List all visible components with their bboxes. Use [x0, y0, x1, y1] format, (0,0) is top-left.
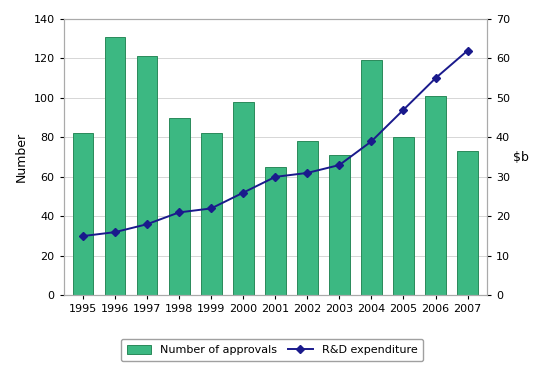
Bar: [297, 141, 318, 295]
Bar: [361, 60, 382, 295]
Bar: [169, 118, 189, 295]
Bar: [329, 155, 350, 295]
Legend: Number of approvals, R&D expenditure: Number of approvals, R&D expenditure: [121, 339, 423, 361]
Bar: [104, 37, 126, 295]
Y-axis label: $b: $b: [513, 151, 529, 164]
Bar: [72, 134, 94, 295]
Bar: [393, 137, 414, 295]
Bar: [265, 167, 286, 295]
Bar: [457, 151, 478, 295]
Bar: [425, 96, 446, 295]
Bar: [137, 57, 157, 295]
Y-axis label: Number: Number: [15, 132, 28, 182]
Bar: [233, 102, 254, 295]
Bar: [201, 134, 221, 295]
